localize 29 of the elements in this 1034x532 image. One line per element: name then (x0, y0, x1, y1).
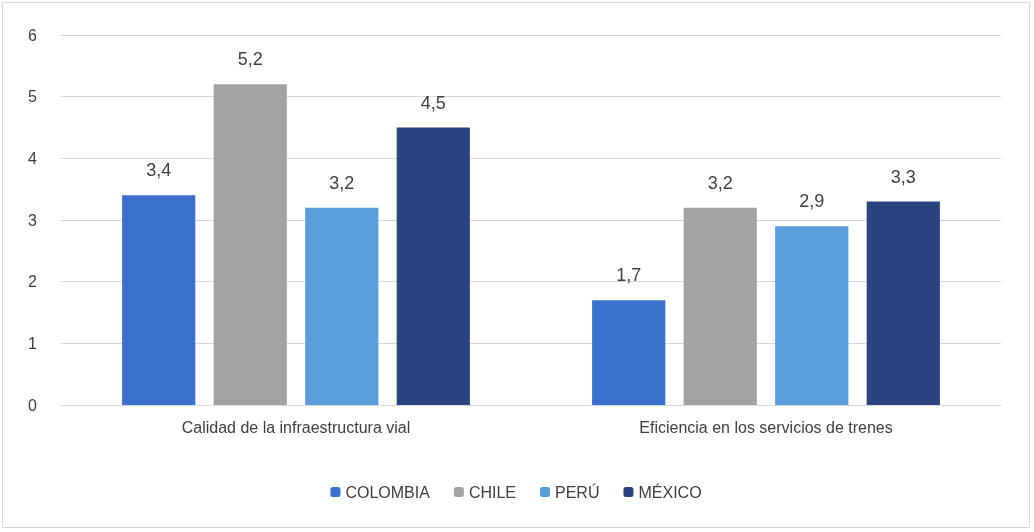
data-label: 4,5 (420, 92, 446, 113)
legend-label: COLOMBIA (345, 483, 431, 501)
bar (305, 207, 379, 405)
bar (592, 300, 666, 405)
bar (396, 127, 470, 405)
data-label: 3,4 (146, 160, 172, 181)
x-tick-label: Calidad de la infraestructura vial (181, 418, 411, 436)
y-tick-label: 6 (28, 26, 38, 44)
data-label: 3,2 (329, 172, 355, 193)
data-label: 5,2 (237, 49, 263, 70)
legend-label: MÉXICO (638, 482, 702, 501)
y-tick-label: 3 (28, 211, 38, 229)
bar (775, 226, 849, 405)
y-tick-label: 4 (28, 149, 38, 167)
legend-label: PERÚ (555, 482, 600, 501)
y-tick-label: 2 (28, 273, 38, 291)
data-label: 3,2 (707, 172, 733, 193)
bar (683, 207, 757, 405)
data-label: 1,7 (616, 265, 642, 286)
y-tick-label: 0 (28, 396, 38, 414)
bar (866, 201, 940, 405)
legend-label: CHILE (468, 483, 517, 501)
bar (122, 195, 196, 405)
y-tick-label: 1 (28, 334, 38, 352)
y-tick-label: 5 (28, 88, 38, 106)
data-label: 2,9 (799, 191, 825, 212)
x-tick-label: Eficiencia en los servicios de trenes (639, 418, 893, 436)
data-label: 3,3 (890, 166, 916, 187)
bar (213, 84, 287, 405)
